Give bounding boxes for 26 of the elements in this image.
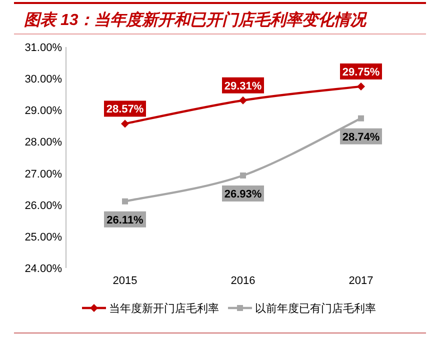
- point: [357, 82, 365, 90]
- point: [358, 115, 364, 122]
- x-tick-label: 2017: [348, 275, 374, 287]
- data-label: 28.57%: [106, 104, 144, 116]
- chart-title: 图表 13：当年度新开和已开门店毛利率变化情况: [24, 10, 368, 29]
- x-tick-label: 2016: [230, 275, 256, 287]
- y-tick-label: 28.00%: [24, 136, 62, 149]
- y-tick-label: 24.00%: [24, 263, 62, 275]
- y-tick-label: 26.00%: [24, 200, 62, 212]
- x-tick-label: 2015: [112, 275, 138, 287]
- point: [121, 120, 129, 128]
- legend-label: 当年度新开门店毛利率: [109, 302, 219, 315]
- data-label: 29.31%: [224, 80, 262, 92]
- point: [122, 198, 128, 204]
- legend-label: 以前年度已有门店毛利率: [255, 302, 376, 315]
- y-tick-label: 31.00%: [24, 42, 62, 54]
- y-tick-label: 30.00%: [24, 74, 62, 86]
- data-label: 29.75%: [342, 66, 380, 78]
- y-tick-label: 29.00%: [24, 105, 62, 118]
- point: [240, 172, 246, 178]
- y-tick-label: 27.00%: [24, 168, 62, 180]
- y-tick-label: 25.00%: [24, 231, 62, 244]
- data-label: 26.11%: [106, 214, 144, 226]
- data-label: 28.74%: [342, 131, 380, 144]
- data-label: 26.93%: [224, 188, 262, 200]
- point: [239, 96, 247, 104]
